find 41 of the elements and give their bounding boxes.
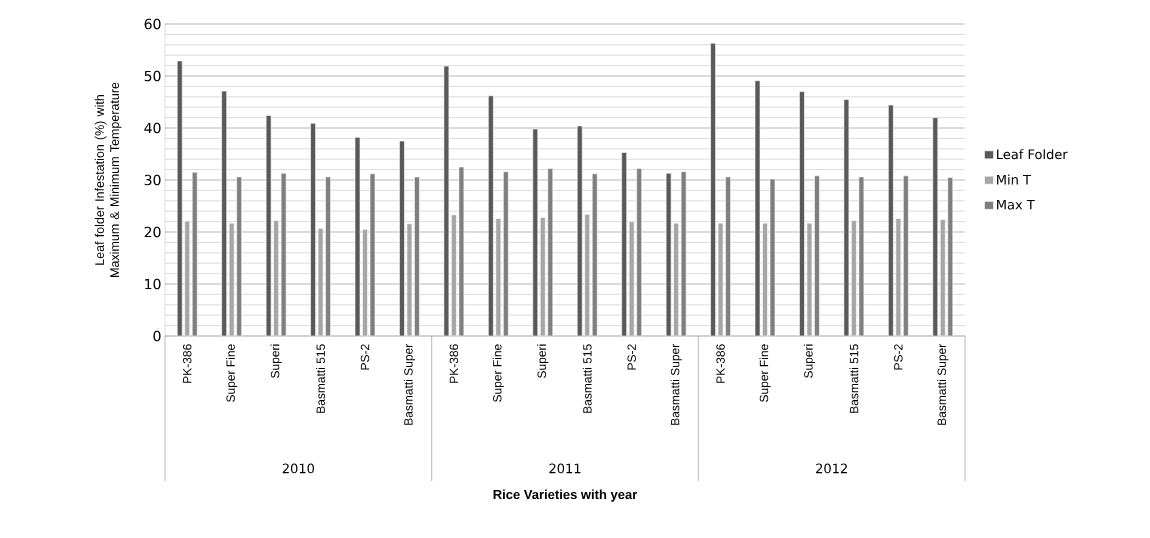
x-tick-label: Basmatti 515 xyxy=(582,344,592,413)
x-tick-label: Basmatti Super xyxy=(937,344,949,425)
y-tick-label: 10 xyxy=(145,278,161,290)
bar xyxy=(503,171,509,337)
x-tick-label: Basmatti Super xyxy=(403,344,416,425)
x-tick-label: PS-2 xyxy=(627,344,636,370)
x-tick-label: PK-386 xyxy=(449,344,459,383)
x-tick-label: Superi xyxy=(803,344,816,378)
y-tick-label: 60 xyxy=(144,18,161,30)
y-tick-label: 30 xyxy=(144,174,161,186)
x-tick-label: Basmatti 515 xyxy=(316,344,325,413)
x-tick-label: Superi xyxy=(270,344,282,378)
x-tick-label: Basmatti 515 xyxy=(849,344,859,413)
x-tick-label: Super Fine xyxy=(226,344,238,402)
legend-label: Min T xyxy=(997,174,1031,185)
legend-label: Max T xyxy=(997,199,1035,210)
y-tick-label: 40 xyxy=(144,122,161,134)
y-tick-label: 20 xyxy=(144,226,161,238)
legend-label: Leaf Folder xyxy=(997,149,1068,160)
bar xyxy=(591,173,598,337)
x-axis-title: Rice Varieties with year xyxy=(493,489,638,502)
bar xyxy=(191,171,198,337)
bar xyxy=(532,128,539,337)
x-tick-label: PS-2 xyxy=(360,344,370,370)
bar xyxy=(621,152,627,337)
x-tick-label: Basmatti Super xyxy=(670,344,682,425)
bar xyxy=(932,117,939,337)
text: 2012 xyxy=(816,463,847,474)
x-tick-label: Superi xyxy=(537,344,549,378)
bar xyxy=(221,90,227,337)
x-tick-label: Super Fine xyxy=(759,344,771,402)
y-tick-label: 0 xyxy=(153,330,161,342)
x-tick-label: Super Fine xyxy=(492,344,504,402)
bar xyxy=(903,175,909,337)
y-axis-title: Leaf folder Infestation (%) with Maximum & Minimum Temperature xyxy=(94,82,122,277)
x-tick-label: PS-2 xyxy=(894,344,903,370)
text: 2010 xyxy=(282,463,314,474)
y-tick-label: 50 xyxy=(144,70,161,82)
text: 2011 xyxy=(549,463,581,474)
x-tick-label: PK-386 xyxy=(716,344,725,383)
x-tick-label: PK-386 xyxy=(182,344,192,383)
